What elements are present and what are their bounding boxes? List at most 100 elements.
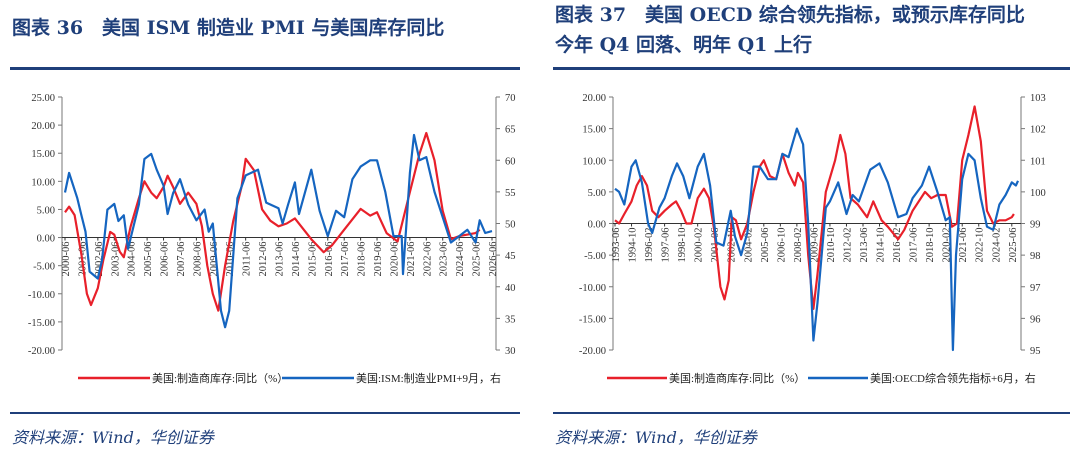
x-tick-label: 2023-06	[439, 242, 450, 277]
left-y-tick-label: 5.00	[588, 188, 606, 199]
legend-label: 美国:制造商库存:同比（%）	[152, 371, 288, 385]
x-tick-label: 2021-06	[958, 228, 969, 263]
x-tick-label: 2015-06	[307, 242, 318, 277]
x-tick-label: 2018-06	[357, 242, 368, 277]
x-tick-label: 2009-06	[809, 228, 820, 263]
x-tick-label: 1993-06	[611, 228, 622, 263]
legend-label: 美国:ISM:制造业PMI+9月，右	[356, 371, 501, 385]
right-y-tick-label: 103	[1030, 93, 1046, 104]
x-tick-label: 2005-06	[760, 228, 771, 263]
left-y-tick-label: -5.00	[33, 262, 55, 273]
right-y-tick-label: 50	[505, 220, 516, 231]
x-tick-label: 2019-06	[373, 242, 384, 277]
x-tick-label: 2021-06	[406, 242, 417, 277]
right-y-tick-label: 65	[505, 125, 516, 136]
left-y-tick-label: 10.00	[31, 177, 55, 188]
right-source: 资料来源：Wind，华创证券	[555, 428, 757, 447]
right-y-tick-label: 60	[505, 156, 516, 167]
left-chart-title: 图表 36 美国 ISM 制造业 PMI 与美国库存同比	[12, 17, 445, 39]
legend-label: 美国:OECD综合领先指标+6月，右	[870, 371, 1036, 385]
left-y-tick-label: 10.00	[582, 156, 606, 167]
left-y-tick-label: -15.00	[28, 318, 55, 329]
right-y-tick-label: 101	[1030, 156, 1046, 167]
left-y-tick-label: -20.00	[579, 346, 606, 357]
x-tick-label: 2012-06	[258, 242, 269, 277]
x-tick-label: 2018-10	[925, 228, 936, 263]
x-tick-label: 2022-06	[422, 242, 433, 277]
x-tick-label: 2020-02	[942, 228, 953, 263]
left-y-tick-label: -15.00	[579, 314, 606, 325]
right-y-tick-label: 40	[505, 283, 516, 294]
x-tick-label: 1994-10	[628, 228, 639, 263]
series-line-1	[64, 131, 481, 312]
x-tick-label: 2004-02	[743, 228, 754, 263]
x-tick-label: 2010-06	[225, 242, 236, 277]
left-y-tick-label: -20.00	[28, 346, 55, 357]
x-tick-label: 2014-06	[291, 242, 302, 277]
left-y-tick-label: 0.00	[588, 220, 606, 231]
x-tick-label: 2010-10	[826, 228, 837, 263]
right-y-tick-label: 100	[1030, 188, 1046, 199]
right-y-tick-label: 45	[505, 251, 516, 262]
left-title-rule	[10, 67, 520, 70]
x-tick-label: 2009-06	[209, 242, 220, 277]
x-tick-label: 2026-06	[488, 242, 499, 277]
x-tick-label: 2017-06	[909, 228, 920, 263]
x-tick-label: 2000-06	[61, 242, 72, 277]
right-title-rule	[553, 67, 1070, 70]
x-tick-label: 1996-02	[644, 228, 655, 263]
right-y-tick-label: 95	[1030, 346, 1041, 357]
x-tick-label: 2014-10	[876, 228, 887, 263]
x-tick-label: 2007-06	[176, 242, 187, 277]
x-tick-label: 2011-06	[242, 242, 253, 277]
x-tick-label: 1998-10	[677, 228, 688, 263]
x-tick-label: 2004-06	[127, 242, 138, 277]
x-tick-label: 2013-06	[275, 242, 286, 277]
x-tick-label: 2016-06	[324, 242, 335, 277]
x-tick-label: 2025-06	[1008, 228, 1019, 263]
x-tick-label: 2005-06	[143, 242, 154, 277]
x-tick-label: 2025-06	[472, 242, 483, 277]
left-source: 资料来源：Wind，华创证券	[12, 428, 214, 447]
x-tick-label: 2000-02	[694, 228, 705, 263]
chart-1: 25.00 20.00 15.00 10.00 5.00 0.00 -5.00 -10.00 -…	[28, 93, 516, 385]
right-chart-title-line1: 图表 37 美国 OECD 综合领先指标，或预示库存同比	[555, 4, 1025, 26]
series-line-1	[614, 105, 1015, 310]
left-y-tick-label: 15.00	[31, 149, 55, 160]
x-tick-label: 2024-02	[991, 228, 1002, 263]
x-tick-label: 2013-06	[859, 228, 870, 263]
left-y-tick-label: 20.00	[31, 121, 55, 132]
right-chart-title-line2: 今年 Q4 回落、明年 Q1 上行	[555, 34, 813, 56]
series-line-2	[614, 127, 1020, 352]
left-y-tick-label: -5.00	[584, 251, 606, 262]
right-y-tick-label: 30	[505, 346, 516, 357]
right-y-tick-label: 98	[1030, 251, 1041, 262]
x-tick-label: 2017-06	[340, 242, 351, 277]
x-tick-label: 2016-02	[892, 228, 903, 263]
left-y-tick-label: 25.00	[31, 93, 55, 104]
x-tick-label: 2008-02	[793, 228, 804, 263]
right-y-tick-label: 55	[505, 188, 516, 199]
series-line-2	[63, 133, 493, 329]
x-tick-label: 2008-06	[192, 242, 203, 277]
x-tick-label: 1997-06	[661, 228, 672, 263]
x-tick-label: 2002-06	[94, 242, 105, 277]
left-y-tick-label: 5.00	[37, 205, 55, 216]
x-tick-label: 2003-06	[110, 242, 121, 277]
left-y-tick-label: 0.00	[37, 234, 55, 245]
left-y-tick-label: -10.00	[28, 290, 55, 301]
x-tick-label: 2012-02	[842, 228, 853, 263]
left-source-rule	[10, 412, 520, 414]
right-y-tick-label: 35	[505, 314, 516, 325]
x-tick-label: 2002-10	[727, 228, 738, 263]
left-y-tick-label: -10.00	[579, 283, 606, 294]
left-y-tick-label: 15.00	[582, 125, 606, 136]
right-y-tick-label: 70	[505, 93, 516, 104]
x-tick-label: 2020-06	[389, 242, 400, 277]
legend-label: 美国:制造商库存:同比（%）	[669, 371, 805, 385]
left-y-tick-label: 20.00	[582, 93, 606, 104]
right-y-tick-label: 97	[1030, 283, 1041, 294]
x-tick-label: 2022-10	[975, 228, 986, 263]
